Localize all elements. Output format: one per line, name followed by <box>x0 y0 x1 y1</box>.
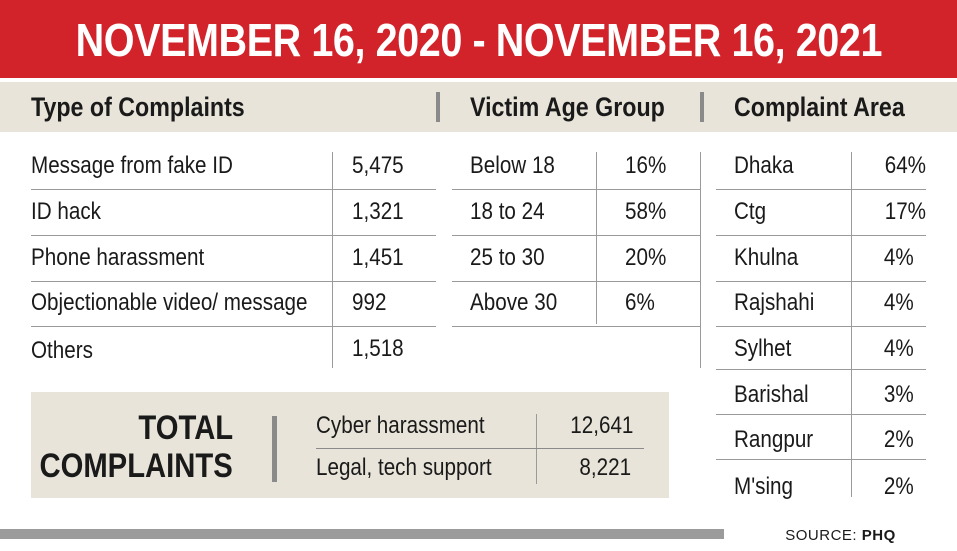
row-divider <box>316 448 644 449</box>
column-divider <box>851 152 852 497</box>
header-complaint-area: Complaint Area <box>734 92 905 122</box>
area-percent-cell: 4% <box>884 244 914 271</box>
total-row-value: 12,641 <box>569 412 633 439</box>
total-complaints-box: TOTAL COMPLAINTS Cyber harassment 12,641… <box>31 392 669 498</box>
source-credit: SOURCE: PHQ <box>724 521 957 550</box>
complaint-count-cell: 5,475 <box>352 152 404 179</box>
area-percent-cell: 2% <box>884 473 914 500</box>
area-name-cell: Dhaka <box>734 152 794 179</box>
source-name: PHQ <box>861 527 896 544</box>
area-percent-cell: 4% <box>884 289 914 316</box>
age-group-cell: Above 30 <box>470 289 558 316</box>
row-divider <box>452 281 700 282</box>
complaint-type-cell: Others <box>31 337 93 364</box>
area-percent-cell: 17% <box>884 198 926 225</box>
complaint-type-cell: Phone harassment <box>31 244 205 271</box>
header-victim-age: Victim Age Group <box>470 92 665 122</box>
age-percent-cell: 6% <box>625 289 655 316</box>
row-divider <box>31 235 436 236</box>
row-divider <box>716 369 926 370</box>
row-divider <box>716 281 926 282</box>
total-divider <box>272 416 277 482</box>
area-name-cell: Khulna <box>734 244 799 271</box>
complaint-count-cell: 992 <box>352 289 387 316</box>
row-divider <box>716 459 926 460</box>
total-row-value: 8,221 <box>579 454 631 481</box>
header-divider <box>436 92 440 122</box>
row-divider <box>452 326 700 327</box>
area-percent-cell: 2% <box>884 426 914 453</box>
column-divider <box>700 152 701 368</box>
row-divider <box>31 281 436 282</box>
complaint-type-cell: Objectionable video/ message <box>31 289 308 316</box>
row-divider <box>716 189 926 190</box>
area-name-cell: Rajshahi <box>734 289 815 316</box>
area-percent-cell: 3% <box>884 381 914 408</box>
area-name-cell: Ctg <box>734 198 767 225</box>
complaint-count-cell: 1,321 <box>352 198 404 225</box>
complaint-type-cell: Message from fake ID <box>31 152 233 179</box>
age-percent-cell: 58% <box>625 198 667 225</box>
complaint-type-cell: ID hack <box>31 198 101 225</box>
age-percent-cell: 16% <box>625 152 667 179</box>
area-percent-cell: 64% <box>884 152 926 179</box>
footer-rule <box>0 529 957 539</box>
page-title: NOVEMBER 16, 2020 - NOVEMBER 16, 2021 <box>75 14 882 66</box>
row-divider <box>716 414 926 415</box>
total-row-label: Cyber harassment <box>316 412 485 439</box>
complaint-count-cell: 1,518 <box>352 335 404 362</box>
row-divider <box>716 326 926 327</box>
age-group-cell: Below 18 <box>470 152 555 179</box>
column-divider <box>332 152 333 368</box>
age-group-cell: 25 to 30 <box>470 244 545 271</box>
row-divider <box>31 326 436 327</box>
area-name-cell: Barishal <box>734 381 809 408</box>
age-percent-cell: 20% <box>625 244 667 271</box>
total-row-label: Legal, tech support <box>316 454 492 481</box>
header-complaint-types: Type of Complaints <box>31 92 245 122</box>
area-name-cell: Rangpur <box>734 426 814 453</box>
area-name-cell: M'sing <box>734 473 794 500</box>
row-divider <box>452 235 700 236</box>
age-group-cell: 18 to 24 <box>470 198 545 225</box>
source-prefix: SOURCE: <box>785 527 858 544</box>
header-divider <box>700 92 704 122</box>
column-divider <box>536 414 537 484</box>
area-percent-cell: 4% <box>884 335 914 362</box>
row-divider <box>716 235 926 236</box>
row-divider <box>31 189 436 190</box>
row-divider <box>452 189 700 190</box>
column-header-band: Type of Complaints Victim Age Group Comp… <box>0 82 957 132</box>
column-divider <box>596 152 597 324</box>
title-banner: NOVEMBER 16, 2020 - NOVEMBER 16, 2021 <box>0 0 957 78</box>
total-title-line1: TOTAL <box>138 409 233 447</box>
area-name-cell: Sylhet <box>734 335 792 362</box>
total-title-line2: COMPLAINTS <box>39 447 233 485</box>
complaint-count-cell: 1,451 <box>352 244 404 271</box>
